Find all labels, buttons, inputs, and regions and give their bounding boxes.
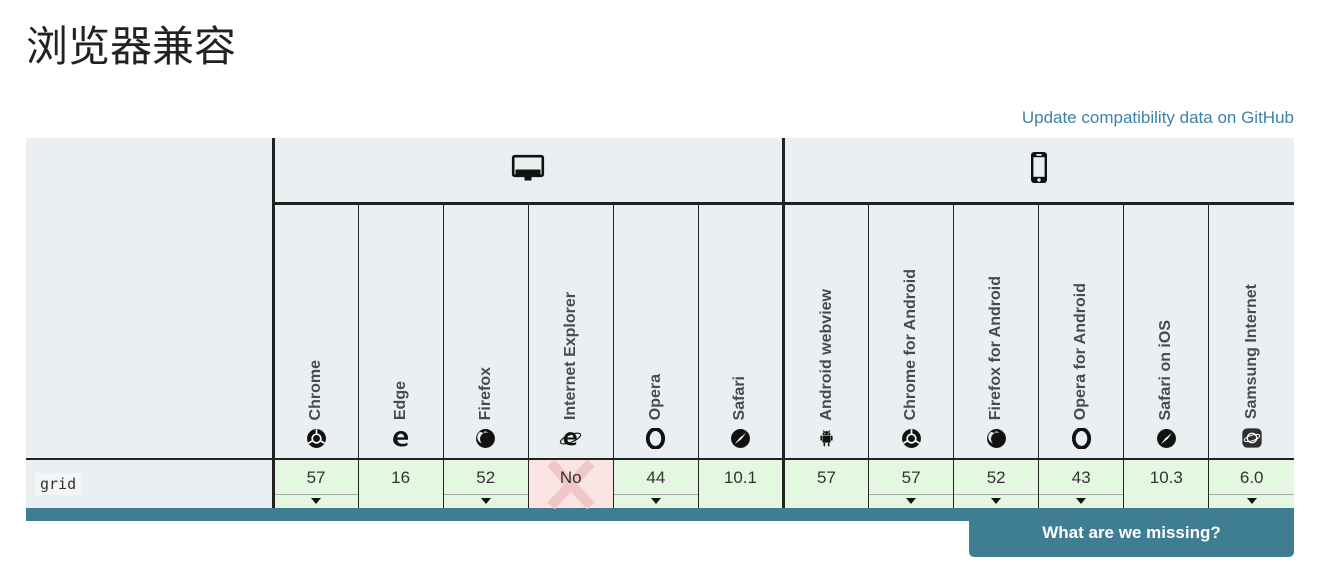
browser-name-label: Firefox for Android: [987, 276, 1005, 421]
corner-cell: [26, 138, 273, 461]
support-value: 10.3: [1149, 468, 1183, 488]
page-title: 浏览器兼容: [26, 25, 237, 71]
browser-name-label: Opera: [646, 374, 664, 421]
opera-icon: [646, 428, 666, 450]
edge-icon: [393, 431, 409, 447]
browser-header-firefox-for-android: Firefox for Android: [953, 203, 1039, 461]
support-value: 10.1: [723, 468, 757, 488]
opera-icon: [1071, 428, 1091, 450]
triangle-down-icon: [906, 498, 917, 505]
compat-table: Chrome Edge Firefox Internet Explorer: [26, 138, 1294, 510]
device-type-row: [26, 138, 1294, 461]
support-value: 57: [901, 468, 921, 488]
browser-header-safari: Safari: [697, 203, 784, 461]
browser-name-label: Safari on iOS: [1157, 319, 1175, 421]
browser-name-label: Opera for Android: [1072, 283, 1090, 421]
support-cell-opera-for-android[interactable]: 43: [1038, 459, 1124, 509]
browser-name-label: Samsung Internet: [1242, 284, 1260, 420]
browser-name-label: Safari: [731, 375, 749, 421]
support-cell-safari-on-ios: 10.3: [1123, 459, 1209, 509]
browser-header-edge: Edge: [357, 203, 444, 461]
desktop-icon: [512, 154, 545, 181]
support-cell-android-webview: 57: [781, 459, 869, 509]
desktop-section-header: [271, 138, 784, 206]
browser-header-android-webview: Android webview: [781, 203, 869, 461]
browser-name-label: Chrome for Android: [902, 268, 920, 421]
support-cell-firefox-for-android[interactable]: 52: [953, 459, 1039, 509]
chrome-icon: [306, 429, 326, 449]
feature-row-grid: grid 57 16 52 No 44 10.1 5: [26, 459, 1294, 510]
browser-header-opera: Opera: [612, 203, 699, 461]
browser-name-label: Edge: [391, 381, 409, 421]
notes-expander: [613, 494, 698, 508]
support-value: 57: [306, 468, 326, 488]
support-cell-chrome[interactable]: 57: [271, 459, 359, 509]
update-link-row: Update compatibility data on GitHub: [26, 108, 1294, 130]
support-cell-firefox[interactable]: 52: [442, 459, 529, 509]
support-cell-opera[interactable]: 44: [612, 459, 699, 509]
internet-explorer-icon: [560, 432, 582, 446]
x-mark-icon: [547, 460, 595, 510]
notes-expander: [869, 494, 954, 508]
notes-expander: [1039, 494, 1124, 508]
firefox-icon: [986, 429, 1006, 449]
browser-header-samsung-internet: Samsung Internet: [1208, 203, 1294, 461]
browser-header-opera-for-android: Opera for Android: [1038, 203, 1124, 461]
feature-name-cell: grid: [26, 459, 273, 509]
browser-name-label: Internet Explorer: [561, 292, 579, 421]
support-value: No: [559, 468, 582, 488]
mobile-section-header: [781, 138, 1294, 206]
chrome-icon: [901, 429, 921, 449]
support-value: 52: [986, 468, 1006, 488]
support-value: 57: [817, 468, 836, 488]
browser-header-chrome-for-android: Chrome for Android: [868, 203, 954, 461]
browser-name-label: Chrome: [307, 359, 325, 421]
support-cell-edge: 16: [357, 459, 444, 509]
notes-expander: [443, 494, 528, 508]
notes-expander: [954, 494, 1039, 508]
support-value: 43: [1071, 468, 1091, 488]
notes-expander: [1209, 494, 1294, 508]
support-cell-chrome-for-android[interactable]: 57: [868, 459, 954, 509]
notes-expander: [274, 494, 358, 508]
support-value: 6.0: [1239, 468, 1264, 488]
android-icon: [820, 430, 833, 447]
support-value: 44: [646, 468, 666, 488]
samsung-internet-icon: [1241, 428, 1262, 448]
triangle-down-icon: [991, 498, 1002, 505]
browser-name-label: Android webview: [817, 288, 835, 421]
browser-name-label: Firefox: [476, 366, 494, 421]
triangle-down-icon: [1246, 498, 1257, 505]
support-value: 16: [391, 468, 411, 488]
triangle-down-icon: [480, 498, 491, 505]
compat-footer: What are we missing?: [26, 508, 1294, 560]
feature-code-label: grid: [35, 472, 82, 495]
safari-icon: [730, 429, 750, 449]
browser-header-safari-on-ios: Safari on iOS: [1123, 203, 1209, 461]
triangle-down-icon: [650, 498, 661, 505]
triangle-down-icon: [1076, 498, 1087, 505]
browser-header-internet-explorer: Internet Explorer: [527, 203, 614, 461]
browser-header-row: Chrome Edge Firefox Internet Explorer: [26, 203, 1294, 461]
browser-compat-section: 浏览器兼容 Update compatibility data on GitHu…: [26, 0, 1294, 560]
support-cell-internet-explorer: No: [527, 459, 614, 510]
update-compat-data-link[interactable]: Update compatibility data on GitHub: [1021, 108, 1294, 128]
support-cell-samsung-internet[interactable]: 6.0: [1208, 459, 1294, 509]
browser-header-chrome: Chrome: [271, 203, 359, 461]
safari-icon: [1156, 429, 1176, 449]
what-are-we-missing-button[interactable]: What are we missing?: [969, 508, 1294, 558]
triangle-down-icon: [311, 498, 322, 505]
firefox-icon: [476, 429, 496, 449]
mobile-icon: [1031, 151, 1048, 183]
support-value: 52: [476, 468, 496, 488]
browser-header-firefox: Firefox: [442, 203, 529, 461]
support-cell-safari: 10.1: [697, 459, 784, 509]
